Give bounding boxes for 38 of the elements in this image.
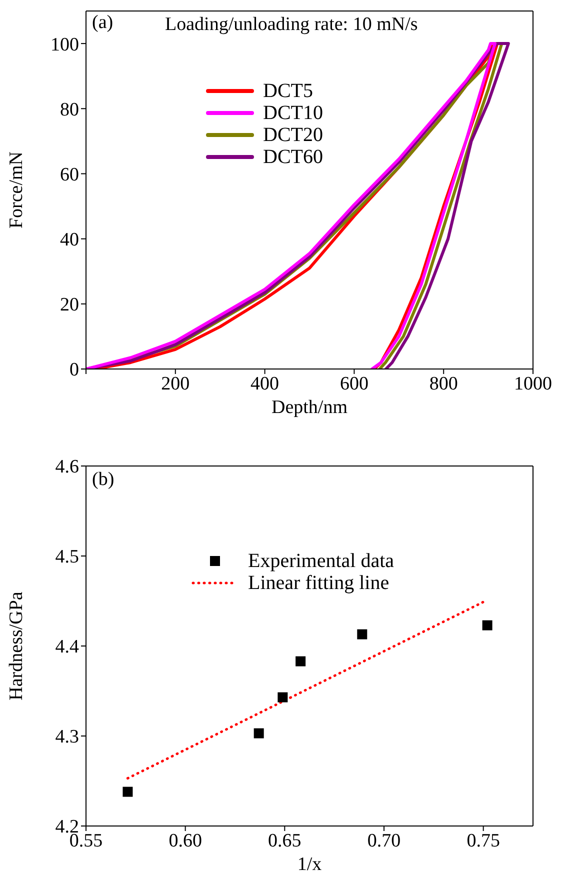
legend-label: DCT5 — [263, 80, 313, 102]
y-axis-title: Hardness/GPa — [6, 591, 27, 700]
annotation: (a) — [92, 12, 114, 34]
y-tick-label: 4.3 — [55, 726, 79, 748]
point — [357, 629, 368, 640]
y-tick-label: 20 — [60, 294, 79, 316]
legend-label: Linear fitting line — [248, 572, 390, 594]
y-tick-label: 100 — [50, 34, 79, 56]
legend-label: Experimental data — [248, 550, 394, 572]
y-tick-label: 4.6 — [55, 456, 79, 478]
y-tick-label: 60 — [60, 164, 79, 186]
point — [122, 786, 133, 797]
y-tick-label: 0 — [70, 360, 79, 381]
x-tick-label: 400 — [250, 373, 280, 394]
x-tick-label: 800 — [429, 373, 458, 394]
legend-label: DCT20 — [263, 124, 323, 146]
point — [482, 620, 492, 630]
point — [278, 692, 288, 702]
point — [254, 728, 264, 738]
y-tick-label: 4.4 — [55, 636, 80, 658]
y-axis-title: Force/mN — [6, 151, 27, 229]
x-tick-label: 0.65 — [268, 830, 302, 852]
annotation: (b) — [92, 469, 114, 491]
x-tick-label: 0.70 — [367, 830, 401, 852]
legend-label: DCT60 — [263, 146, 323, 168]
y-tick-label: 40 — [60, 230, 79, 251]
y-tick-label: 80 — [60, 99, 79, 120]
y-tick-label: 4.5 — [55, 546, 79, 568]
point — [296, 656, 306, 666]
x-tick-label: 0.60 — [168, 830, 202, 852]
x-axis-title: 1/x — [297, 854, 322, 875]
x-tick-label: 1000 — [514, 373, 552, 394]
annotation: Loading/unloading rate: 10 mN/s — [165, 14, 418, 36]
x-tick-label: 600 — [340, 373, 368, 394]
x-axis-title: Depth/nm — [272, 397, 348, 418]
x-tick-label: 200 — [161, 373, 190, 394]
x-tick-label: 0.75 — [466, 830, 500, 852]
legend-label: DCT10 — [263, 102, 323, 124]
